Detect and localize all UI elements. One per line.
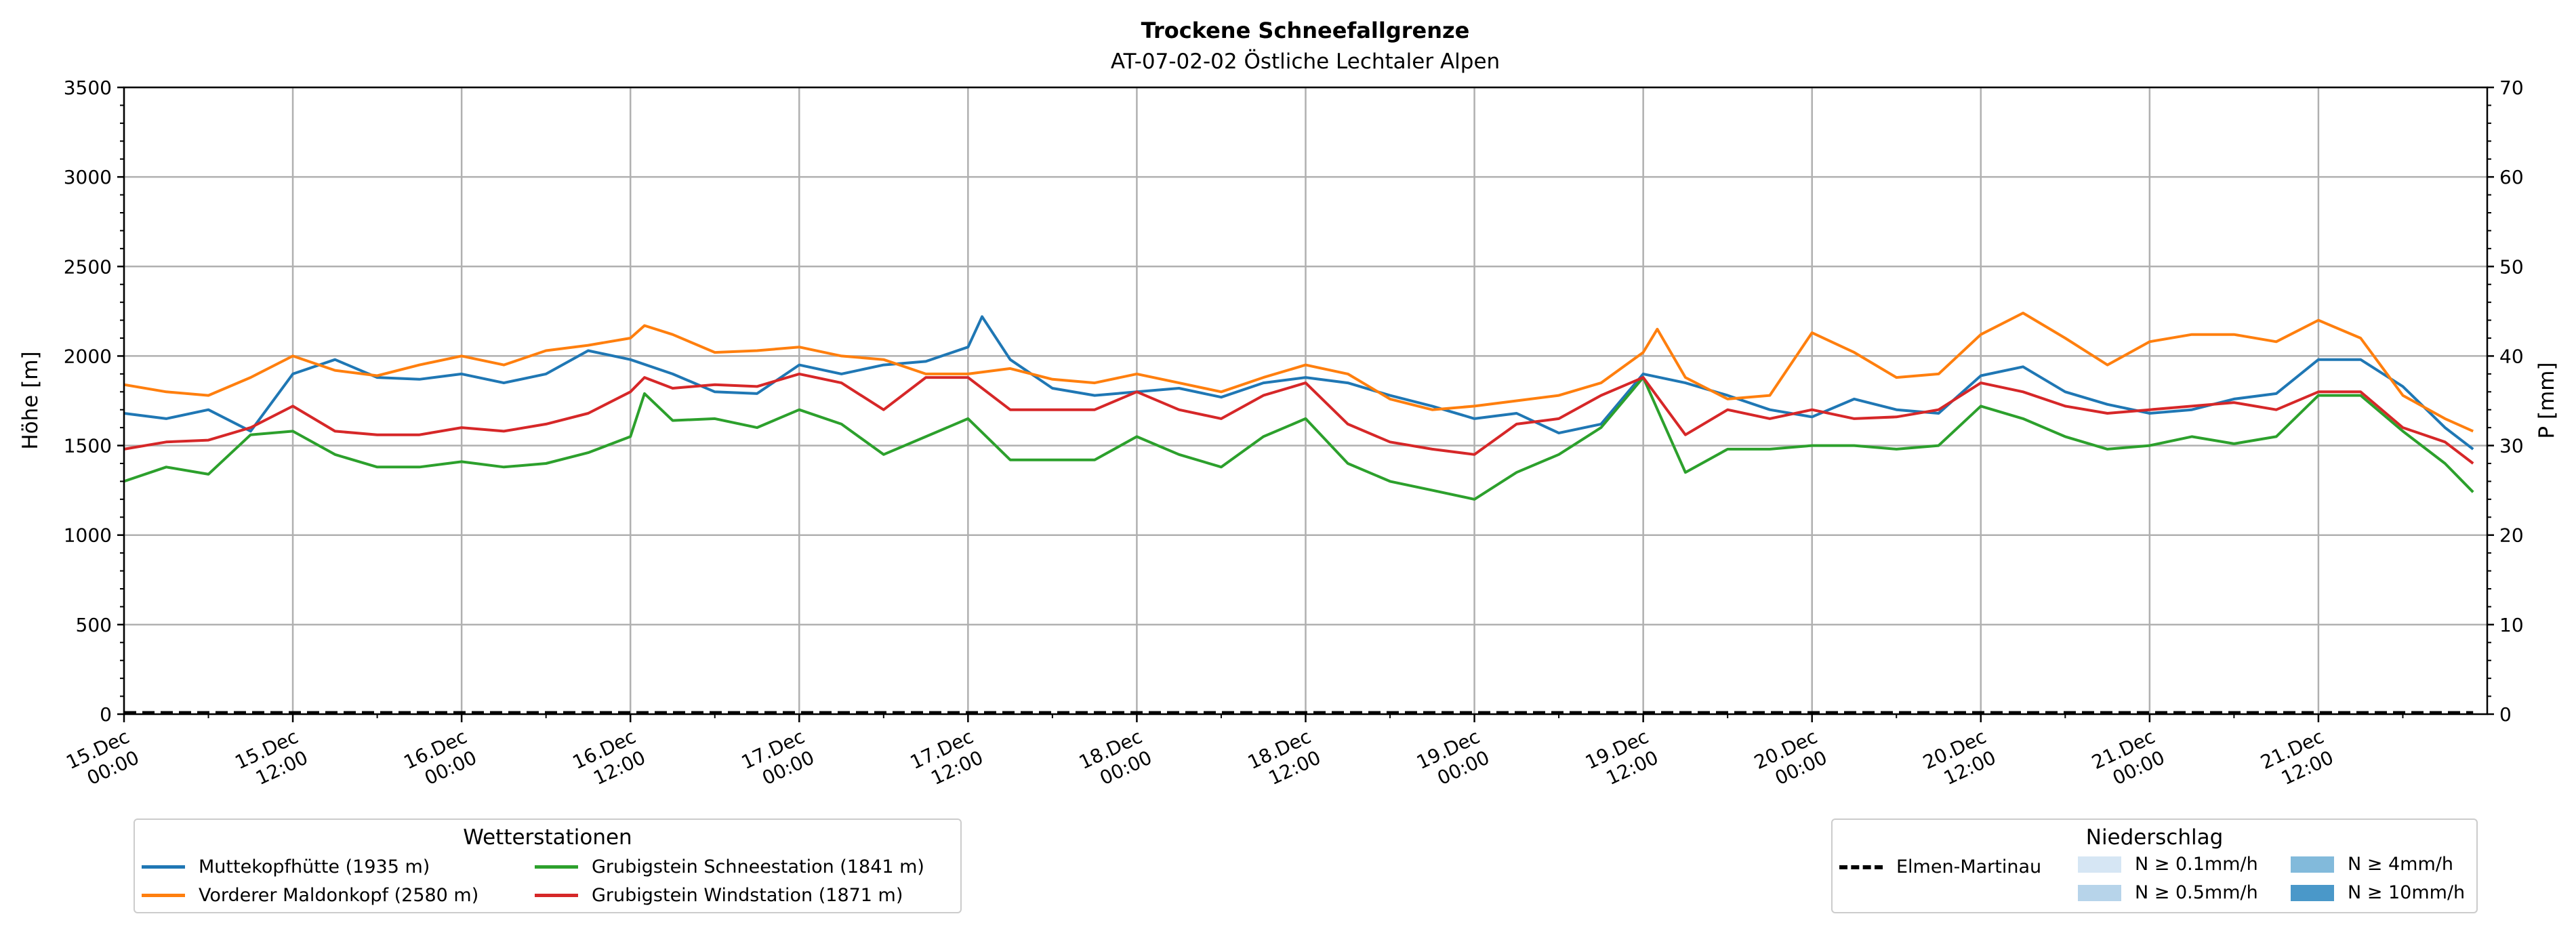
legend-swatch [142, 865, 185, 869]
y-tick-label-right: 50 [2499, 255, 2524, 278]
legend-stations: Wetterstationen Muttekopfhütte (1935 m) … [134, 818, 962, 913]
y-tick-label-left: 3000 [64, 166, 112, 188]
y-tick-label-right: 20 [2499, 524, 2524, 547]
legend-swatch [535, 894, 578, 897]
y-tick-label-left: 2000 [64, 345, 112, 367]
legend-label: N ≥ 0.5mm/h [2135, 882, 2258, 903]
y-tick-label-left: 0 [100, 703, 112, 726]
series-line-3 [123, 376, 2474, 501]
y-tick-label-right: 10 [2499, 614, 2524, 636]
grid [123, 86, 2487, 716]
y-axis-label-right: P [mm] [2535, 362, 2559, 438]
y-tick-label-right: 0 [2499, 703, 2512, 726]
y-tick-label-left: 2500 [64, 255, 112, 278]
series-line-1 [123, 315, 2474, 451]
legend-swatch [2291, 856, 2334, 873]
series-line-4 [123, 372, 2474, 465]
legend-stations-title: Wetterstationen [463, 825, 632, 850]
legend-item-windstation: Grubigstein Windstation (1871 m) [535, 885, 903, 906]
legend-item-n01: N ≥ 0.1mm/h [2078, 854, 2258, 875]
y-tick-label-left: 3500 [64, 77, 112, 99]
legend-swatch [142, 894, 185, 897]
series-lines [123, 312, 2474, 501]
legend-swatch [2291, 884, 2334, 901]
y-tick-label-right: 60 [2499, 166, 2524, 188]
y-tick-label-right: 30 [2499, 435, 2524, 457]
legend-swatch [2078, 856, 2121, 873]
legend-swatch [2078, 884, 2121, 901]
legend-precip: Niederschlag Elmen-Martinau N ≥ 0.1mm/h … [1831, 818, 2478, 913]
y-tick-label-left: 1500 [64, 435, 112, 457]
legend-label: N ≥ 4mm/h [2348, 854, 2453, 875]
chart-title: Trockene Schneefallgrenze [1141, 18, 1470, 43]
axis-ticks: 0 0 500 10 1000 20 1500 30 2000 40 2500 50 3000 60 350… [63, 77, 2524, 789]
y-tick-label-left: 1000 [64, 524, 112, 547]
legend-item-schneestation: Grubigstein Schneestation (1841 m) [535, 856, 924, 877]
legend-swatch [535, 865, 578, 869]
y-axis-label-left: Höhe [m] [18, 351, 43, 449]
legend-item-muttekopfhuette: Muttekopfhütte (1935 m) [142, 856, 430, 877]
legend-item-n05: N ≥ 0.5mm/h [2078, 882, 2258, 903]
legend-label: Grubigstein Schneestation (1841 m) [592, 856, 924, 877]
legend-label: N ≥ 0.1mm/h [2135, 854, 2258, 875]
legend-swatch [1839, 865, 1883, 869]
y-tick-label-right: 40 [2499, 345, 2524, 367]
legend-item-n4: N ≥ 4mm/h [2291, 854, 2453, 875]
legend-precip-title: Niederschlag [2085, 825, 2224, 850]
legend-label: Vorderer Maldonkopf (2580 m) [199, 885, 479, 906]
legend-item-n10: N ≥ 10mm/h [2291, 882, 2465, 903]
y-tick-label-right: 70 [2499, 77, 2524, 99]
legend-item-elmen-martinau: Elmen-Martinau [1839, 856, 2041, 877]
series-line-2 [123, 312, 2474, 433]
chart-subtitle: AT-07-02-02 Östliche Lechtaler Alpen [1111, 49, 1500, 74]
legend-item-maldonkopf: Vorderer Maldonkopf (2580 m) [142, 885, 478, 906]
legend-label: N ≥ 10mm/h [2348, 882, 2466, 903]
y-tick-label-left: 500 [76, 614, 112, 636]
legend-label: Grubigstein Windstation (1871 m) [592, 885, 903, 906]
legend-label: Elmen-Martinau [1896, 856, 2042, 877]
legend-label: Muttekopfhütte (1935 m) [199, 856, 430, 877]
